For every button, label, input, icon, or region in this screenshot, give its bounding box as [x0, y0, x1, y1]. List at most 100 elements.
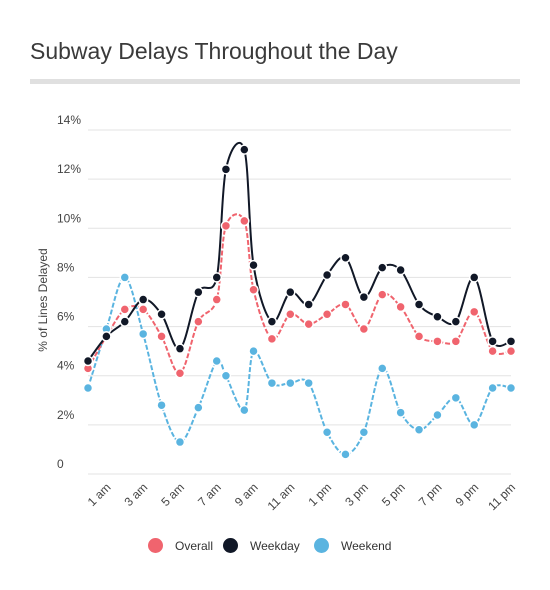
- data-point-weekday[interactable]: [505, 336, 517, 347]
- data-point-weekend[interactable]: [321, 426, 333, 438]
- data-point-weekend[interactable]: [193, 402, 204, 413]
- data-point-weekend[interactable]: [450, 392, 462, 404]
- legend-swatch-overall: [148, 538, 163, 553]
- data-point-overall[interactable]: [450, 336, 462, 347]
- data-point-weekday[interactable]: [137, 294, 149, 305]
- data-point-weekday[interactable]: [248, 259, 259, 271]
- data-point-weekday[interactable]: [450, 316, 462, 327]
- x-tick-label: 9 am: [232, 480, 261, 509]
- data-point-weekday[interactable]: [82, 355, 94, 367]
- y-tick-label: 6%: [57, 310, 75, 324]
- data-point-weekend[interactable]: [137, 328, 149, 340]
- data-point-weekend[interactable]: [266, 377, 278, 389]
- data-point-weekday[interactable]: [266, 316, 278, 327]
- data-point-overall[interactable]: [266, 333, 278, 345]
- data-point-weekend[interactable]: [248, 345, 259, 357]
- data-point-weekday[interactable]: [101, 331, 112, 342]
- x-tick-label: 3 pm: [342, 480, 371, 509]
- y-tick-label: 8%: [57, 260, 75, 274]
- data-point-weekend[interactable]: [119, 272, 131, 283]
- legend-item-weekday[interactable]: Weekday: [223, 538, 300, 553]
- data-point-weekend[interactable]: [156, 399, 167, 411]
- x-tick-label: 7 am: [195, 480, 224, 509]
- data-point-overall[interactable]: [377, 289, 388, 300]
- data-point-overall[interactable]: [119, 304, 131, 315]
- data-point-weekday[interactable]: [211, 272, 222, 283]
- y-tick-label: 2%: [57, 408, 75, 422]
- data-point-weekend[interactable]: [239, 404, 250, 416]
- data-point-weekend[interactable]: [395, 407, 406, 418]
- data-point-overall[interactable]: [156, 331, 167, 342]
- data-point-weekday[interactable]: [358, 291, 370, 303]
- legend-item-overall[interactable]: Overall: [148, 538, 213, 553]
- data-point-weekend[interactable]: [377, 363, 388, 374]
- y-tick-label: 4%: [57, 359, 75, 373]
- data-point-overall[interactable]: [211, 294, 222, 305]
- data-point-weekday[interactable]: [395, 264, 406, 276]
- y-tick-label: 10%: [57, 211, 81, 225]
- data-point-overall[interactable]: [220, 220, 232, 232]
- y-axis-label: % of Lines Delayed: [36, 248, 50, 351]
- y-tick-label: 14%: [57, 113, 81, 127]
- data-point-weekend[interactable]: [82, 382, 94, 394]
- data-point-weekday[interactable]: [285, 286, 296, 298]
- data-point-weekend[interactable]: [303, 377, 314, 389]
- legend-label-overall: Overall: [175, 538, 214, 553]
- legend-swatch-weekend: [314, 538, 329, 553]
- title-divider: [30, 79, 520, 84]
- data-point-weekday[interactable]: [193, 286, 204, 298]
- data-point-weekday[interactable]: [156, 309, 167, 320]
- x-tick-label: 3 am: [122, 480, 151, 509]
- data-point-weekday[interactable]: [239, 144, 250, 155]
- data-point-overall[interactable]: [413, 331, 425, 342]
- data-point-overall[interactable]: [137, 304, 149, 315]
- data-point-overall[interactable]: [174, 368, 186, 379]
- data-point-overall[interactable]: [505, 345, 517, 357]
- data-point-weekend[interactable]: [174, 436, 186, 448]
- data-point-weekday[interactable]: [432, 311, 443, 322]
- data-point-weekday[interactable]: [220, 164, 232, 175]
- data-point-overall[interactable]: [432, 336, 443, 347]
- data-point-weekday[interactable]: [321, 269, 333, 281]
- data-point-overall[interactable]: [358, 323, 370, 335]
- x-tick-label: 11 am: [265, 480, 298, 513]
- data-point-overall[interactable]: [487, 345, 498, 357]
- data-point-weekday[interactable]: [303, 299, 314, 310]
- chart-legend: Overall Weekday Weekend: [0, 538, 550, 560]
- data-point-overall[interactable]: [285, 309, 296, 320]
- data-point-weekday[interactable]: [468, 272, 480, 283]
- data-point-overall[interactable]: [303, 318, 314, 330]
- data-point-weekend[interactable]: [505, 382, 517, 394]
- data-point-weekend[interactable]: [468, 419, 480, 431]
- legend-item-weekend[interactable]: Weekend: [314, 538, 391, 553]
- data-point-weekend[interactable]: [413, 424, 425, 436]
- data-point-overall[interactable]: [321, 309, 333, 320]
- data-point-weekday[interactable]: [377, 262, 388, 273]
- data-point-overall[interactable]: [248, 284, 259, 295]
- data-point-weekend[interactable]: [358, 426, 370, 438]
- data-point-overall[interactable]: [193, 316, 204, 327]
- x-tick-label: 11 pm: [485, 480, 518, 513]
- data-point-weekday[interactable]: [340, 252, 351, 264]
- data-point-weekday[interactable]: [119, 316, 131, 327]
- x-tick-label: 5 am: [158, 480, 187, 509]
- data-point-overall[interactable]: [239, 215, 250, 227]
- data-point-overall[interactable]: [468, 306, 480, 318]
- data-point-weekend[interactable]: [211, 355, 222, 367]
- data-point-weekday[interactable]: [174, 343, 186, 354]
- data-point-weekend[interactable]: [285, 377, 296, 389]
- data-point-weekend[interactable]: [340, 449, 351, 460]
- data-point-overall[interactable]: [395, 301, 406, 313]
- x-tick-label: 5 pm: [379, 480, 408, 509]
- x-tick-label: 7 pm: [416, 480, 445, 509]
- data-point-weekend[interactable]: [220, 370, 232, 381]
- series-line-overall: [87, 213, 512, 375]
- data-point-weekend[interactable]: [432, 409, 443, 421]
- x-tick-label: 1 pm: [305, 480, 334, 509]
- data-point-overall[interactable]: [340, 299, 351, 310]
- data-point-weekday[interactable]: [487, 336, 498, 347]
- data-point-weekday[interactable]: [413, 299, 425, 310]
- x-tick-label: 9 pm: [453, 480, 482, 509]
- data-point-weekend[interactable]: [487, 382, 498, 394]
